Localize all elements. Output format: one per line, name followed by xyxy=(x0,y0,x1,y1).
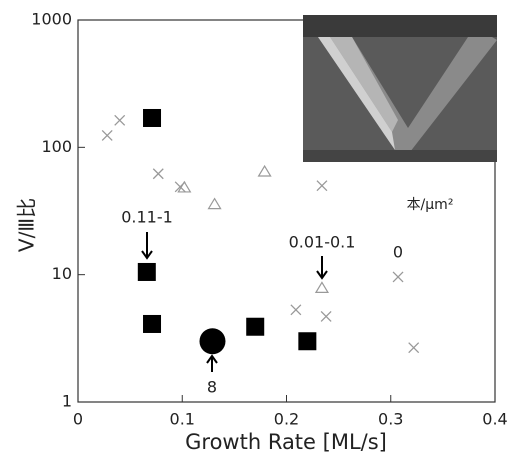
cross-point xyxy=(101,129,113,141)
y-axis-label: V/Ⅲ比 xyxy=(15,198,39,252)
cross-point xyxy=(408,342,420,354)
arrow-head xyxy=(316,270,328,280)
x-tick-label: 0.4 xyxy=(482,410,507,429)
annotation: 本/μm² xyxy=(407,197,454,213)
annotation: 0.11-1 xyxy=(121,208,173,227)
triangle-point xyxy=(177,180,192,193)
inset-image xyxy=(303,15,497,162)
x-axis-label: Growth Rate [ML/s] xyxy=(185,430,387,454)
annotation: 0 xyxy=(393,243,403,262)
x-tick-label: 0.1 xyxy=(170,410,195,429)
cross-point xyxy=(152,168,164,180)
triangle-point xyxy=(257,164,272,177)
y-tick-label: 10 xyxy=(52,264,72,283)
cross-point xyxy=(114,114,126,126)
triangle-point xyxy=(207,197,222,210)
x-tick-label: 0.2 xyxy=(274,410,299,429)
y-tick-label: 1 xyxy=(62,392,72,411)
y-tick-label: 1000 xyxy=(31,10,72,29)
x-tick-label: 0.3 xyxy=(378,410,403,429)
cross-point xyxy=(320,310,332,322)
square-point xyxy=(143,108,162,127)
square-point xyxy=(298,332,317,351)
cross-point xyxy=(316,180,328,192)
annotation: 0.01-0.1 xyxy=(289,233,356,252)
cross-point xyxy=(392,271,404,283)
circle-point xyxy=(199,328,226,355)
square-point xyxy=(137,262,156,281)
square-point xyxy=(246,317,265,336)
x-tick-label: 0 xyxy=(73,410,83,429)
cross-point xyxy=(290,304,302,316)
triangle-point xyxy=(314,281,330,294)
annotation: 8 xyxy=(207,378,217,397)
arrow-head xyxy=(206,354,218,364)
arrow-head xyxy=(141,250,153,260)
y-tick-label: 100 xyxy=(41,137,72,156)
square-point xyxy=(143,314,162,333)
